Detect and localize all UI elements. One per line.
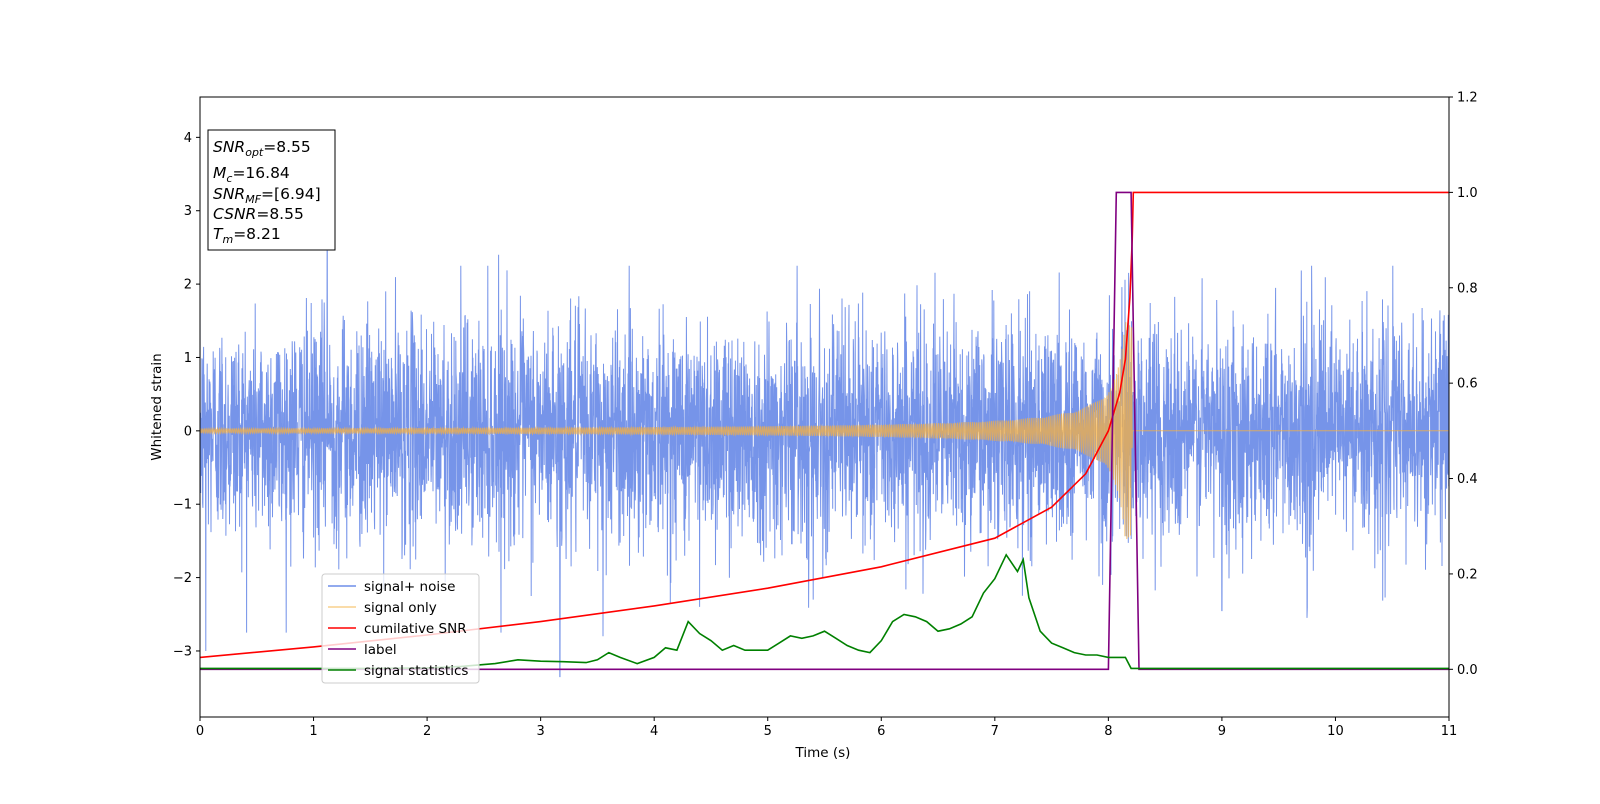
y-left-tick-label: 0 <box>184 424 192 439</box>
signal-noise-line <box>200 250 1449 678</box>
y-left-tick-label: 2 <box>184 278 192 293</box>
x-tick-label: 11 <box>1441 724 1458 739</box>
y-right-tick-label: 0.4 <box>1457 472 1478 487</box>
info-snr-opt: SNRopt=8.55 <box>213 138 311 159</box>
signal-statistics-line <box>200 553 1449 670</box>
x-tick-label: 1 <box>309 724 317 739</box>
y-right-tick-label: 0.2 <box>1457 567 1478 582</box>
y-right-tick-label: 0.6 <box>1457 377 1478 392</box>
y-right-tick-label: 1.2 <box>1457 91 1478 106</box>
ticks-layer: 0 1 2 3 4 5 6 7 8 9 10 11 −3 −2 −1 0 1 2 3 4 0.0 0.2 0.4 0.6 0.8… <box>173 91 1478 740</box>
info-csnr: CSNR=8.55 <box>213 205 304 223</box>
y-right-tick-label: 1.0 <box>1457 186 1478 201</box>
signal-only-line <box>200 322 1449 540</box>
x-axis-label: Time (s) <box>795 745 851 761</box>
y-left-tick-label: 4 <box>184 131 192 146</box>
label-line <box>200 191 1449 671</box>
legend-label-signal-only: signal only <box>364 600 437 616</box>
legend-frame <box>321 573 480 684</box>
x-tick-label: 10 <box>1327 724 1344 739</box>
y-left-tick-label: −3 <box>173 644 192 659</box>
y-right-tick-label: 0.0 <box>1457 663 1478 678</box>
x-tick-label: 2 <box>423 724 431 739</box>
y-left-tick-label: −1 <box>173 498 192 513</box>
y-axis-label: Whitened strain <box>149 353 165 460</box>
x-tick-label: 7 <box>991 724 999 739</box>
x-tick-label: 8 <box>1104 724 1112 739</box>
x-tick-label: 4 <box>650 724 658 739</box>
plot-frame <box>199 96 1450 718</box>
right-axis-lines-layer <box>200 191 1449 671</box>
legend-label-signal-statistics: signal statistics <box>364 663 468 679</box>
info-tm: Tm=8.21 <box>213 225 281 246</box>
y-right-tick-label: 0.8 <box>1457 281 1478 296</box>
x-tick-label: 3 <box>536 724 544 739</box>
legend-label-signal-noise: signal+ noise <box>364 579 455 595</box>
signal-noise-layer <box>200 250 1449 678</box>
info-box-frame <box>207 129 336 251</box>
y-left-tick-label: 3 <box>184 204 192 219</box>
x-tick-label: 9 <box>1218 724 1226 739</box>
x-tick-label: 0 <box>196 724 204 739</box>
info-box: SNRopt=8.55 Mc=16.84 SNRMF=[6.94] CSNR=8… <box>207 129 336 251</box>
legend: signal+ noise signal only cumilative SNR… <box>321 573 480 684</box>
x-tick-label: 5 <box>764 724 772 739</box>
legend-label-label: label <box>364 642 397 658</box>
y-left-tick-label: 1 <box>184 351 192 366</box>
info-mc: Mc=16.84 <box>213 164 290 185</box>
cumulative-snr-line <box>200 191 1449 659</box>
signal-only-layer <box>200 322 1449 540</box>
legend-label-cumulative-snr: cumilative SNR <box>364 621 467 637</box>
x-tick-label: 6 <box>877 724 885 739</box>
info-snr-mf: SNRMF=[6.94] <box>213 185 321 206</box>
y-left-tick-label: −2 <box>173 571 192 586</box>
